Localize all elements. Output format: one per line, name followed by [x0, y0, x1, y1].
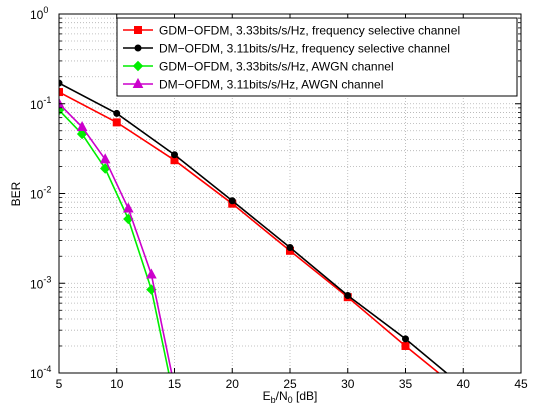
square-marker	[112, 118, 121, 127]
series-layer	[59, 79, 448, 373]
x-axis-label: Eb/N0 [dB]	[263, 389, 318, 405]
triangle-marker	[122, 202, 134, 213]
diamond-marker	[132, 60, 144, 72]
series-line	[59, 82, 448, 373]
legend-label: DM−OFDM, 3.11bits/s/Hz, AWGN channel	[159, 78, 383, 92]
series-line	[59, 103, 173, 373]
triangle-marker	[76, 120, 88, 132]
dot-marker	[113, 109, 121, 117]
legend-box	[116, 17, 518, 97]
legend-label: GDM−OFDM, 3.33bits/s/Hz, AWGN channel	[159, 60, 394, 74]
y-axis-label: BER	[9, 181, 23, 206]
dot-marker	[286, 244, 294, 252]
x-tick-labels: 5 10 15 20 25 30 35 40 45	[56, 377, 528, 391]
legend-entry: GDM−OFDM, 3.33bits/s/Hz, AWGN channel	[123, 60, 394, 74]
y-tick-label: 100	[30, 5, 48, 22]
y-tick-label: 10-4	[30, 364, 51, 381]
x-tick-label: 35	[399, 377, 413, 391]
legend: GDM−OFDM, 3.33bits/s/Hz, frequency selec…	[116, 17, 518, 97]
series-3	[59, 104, 170, 373]
dot-marker	[171, 151, 178, 159]
y-tick-label: 10-1	[30, 95, 51, 112]
square-marker	[59, 88, 63, 97]
y-tick-labels: 100 10-1 10-2 10-3 10-4	[30, 5, 51, 381]
dot-marker	[59, 79, 63, 87]
triangle-marker	[99, 153, 111, 164]
x-tick-label: 25	[283, 377, 297, 391]
triangle-marker	[59, 97, 65, 108]
triangle-marker	[146, 268, 157, 279]
series-2	[59, 79, 448, 373]
legend-label: DM−OFDM, 3.11bits/s/Hz, frequency select…	[159, 42, 450, 56]
legend-label: GDM−OFDM, 3.33bits/s/Hz, frequency selec…	[159, 24, 460, 38]
x-tick-label: 15	[168, 377, 182, 391]
x-tick-label: 5	[56, 377, 63, 391]
square-marker	[134, 26, 142, 34]
x-tick-label: 45	[514, 377, 528, 391]
x-tick-label: 20	[226, 377, 240, 391]
y-tick-label: 10-2	[30, 185, 51, 202]
legend-entry: DM−OFDM, 3.11bits/s/Hz, frequency select…	[123, 42, 450, 56]
square-marker	[401, 341, 410, 350]
x-tick-label: 40	[457, 377, 471, 391]
dot-marker	[344, 292, 352, 300]
triangle-marker	[132, 77, 144, 88]
axis-ticks	[58, 13, 522, 374]
y-tick-label: 10-3	[30, 274, 51, 291]
series-line	[59, 91, 441, 373]
legend-entry: GDM−OFDM, 3.33bits/s/Hz, frequency selec…	[123, 24, 460, 38]
series-4	[59, 97, 173, 373]
legend-entry: DM−OFDM, 3.11bits/s/Hz, AWGN channel	[123, 78, 383, 92]
dot-marker	[134, 44, 142, 52]
x-tick-label: 10	[110, 377, 124, 391]
dot-marker	[402, 335, 409, 343]
dot-marker	[228, 197, 236, 205]
x-tick-label: 30	[341, 377, 355, 391]
